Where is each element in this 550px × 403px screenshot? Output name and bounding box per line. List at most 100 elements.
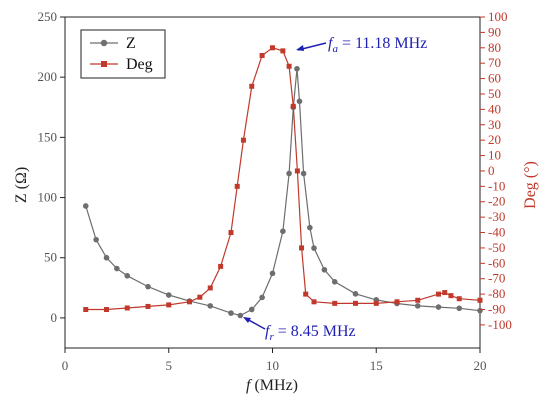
series-deg-point: [294, 168, 300, 174]
series-z-point: [352, 291, 359, 297]
series-z-point: [259, 294, 265, 301]
series-deg-point: [456, 296, 462, 302]
x-tick-label: 5: [166, 358, 173, 373]
legend-box: [80, 29, 166, 79]
y-tick-label: 100: [38, 190, 58, 205]
annotation-fr-sub: r: [269, 331, 274, 343]
annotation-fr-symbol: f: [265, 323, 272, 340]
y2-axis-title: Deg (°): [522, 161, 539, 209]
x-axis-title: f (MHz): [246, 377, 298, 394]
series-z-point: [294, 65, 300, 72]
series-z-point: [124, 272, 131, 279]
series-deg-point: [124, 305, 130, 311]
series-deg-point: [311, 299, 317, 305]
series-deg-point: [104, 307, 109, 313]
series-deg-point: [290, 103, 296, 109]
series-deg-point: [394, 299, 400, 305]
y-tick-label: 0: [51, 310, 58, 325]
series-z-point: [269, 270, 276, 277]
legend: Z Deg: [80, 29, 166, 79]
series-deg-point: [249, 83, 255, 89]
annotation-fr-arrowhead: [243, 317, 251, 323]
y2-tick-label: -100: [488, 317, 512, 332]
series-z-point: [307, 224, 313, 231]
series-deg-point: [442, 290, 448, 296]
legend-deg-marker: [101, 61, 107, 67]
y2-tick-label: 80: [488, 40, 501, 55]
series-deg-point: [270, 45, 275, 51]
annotation-fa-value: = 11.18 MHz: [338, 35, 427, 52]
y2-tick-label: -90: [488, 302, 505, 317]
y2-tick-label: 10: [488, 148, 501, 163]
annotation-fr-text: fr = 8.45 MHz: [265, 323, 356, 343]
series-deg-point: [303, 291, 309, 297]
x-axis-title-symbol: f: [246, 377, 253, 394]
series-deg-point: [259, 52, 265, 58]
series-z-point: [248, 306, 255, 313]
y2-tick-label: 0: [488, 163, 495, 178]
annotation-fa-arrowhead: [296, 45, 304, 51]
series-z-point: [165, 292, 172, 298]
legend-deg-label: Deg: [126, 56, 153, 73]
y2-tick-label: 70: [488, 55, 501, 70]
y2-tick-label: -80: [488, 286, 505, 301]
series-z-point: [435, 304, 442, 310]
series-deg-line: [85, 47, 481, 311]
y2-tick-label: -40: [488, 225, 505, 240]
x-tick-label: 15: [370, 358, 383, 373]
series-z-point: [296, 98, 303, 105]
y2-tick-label: -30: [488, 209, 505, 224]
series-z-point: [456, 305, 463, 312]
y-tick-label: 200: [38, 69, 58, 84]
ticks-layer: 0 5 10 15 20050100150200250-100-90-80-70-60-…: [38, 9, 512, 373]
y2-tick-label: -70: [488, 271, 505, 286]
x-tick-label: 0: [62, 358, 69, 373]
y2-tick-label: -50: [488, 240, 505, 255]
annotation-fa-symbol: f: [328, 35, 335, 52]
annotation-fr: fr = 8.45 MHz: [243, 317, 356, 343]
series-deg-point: [197, 294, 203, 300]
series-deg-point: [83, 307, 89, 313]
series-z-point: [207, 303, 214, 309]
series-z-point: [311, 245, 317, 251]
series-z-point: [228, 310, 234, 316]
y2-tick-label: 100: [488, 9, 508, 24]
y-tick-label: 50: [44, 250, 57, 265]
series-z-point: [414, 303, 421, 309]
series-z-point: [237, 312, 244, 319]
annotation-fr-value: = 8.45 MHz: [274, 323, 356, 340]
series-z-point: [103, 254, 110, 261]
x-axis-title-unit: (MHz): [250, 377, 298, 394]
series-z-point: [114, 265, 120, 272]
series-deg-point: [240, 137, 246, 143]
y2-tick-label: 40: [488, 101, 501, 116]
y2-tick-label: 50: [488, 86, 501, 101]
series-z-point: [300, 170, 307, 177]
annotation-fa-sub: a: [332, 43, 338, 55]
series-deg-point: [373, 300, 379, 306]
series-deg-point: [145, 303, 151, 309]
series-deg-point: [415, 297, 421, 303]
legend-z-label: Z: [126, 35, 136, 52]
series-deg-point: [332, 300, 338, 306]
series-deg-point: [286, 63, 292, 69]
series-z-point: [93, 236, 99, 243]
series-deg-point: [353, 300, 358, 306]
series-deg-point: [187, 299, 192, 305]
y2-tick-label: -60: [488, 255, 505, 270]
y2-tick-label: -10: [488, 178, 505, 193]
series-deg-point: [477, 297, 483, 303]
annotation-fa: fa = 11.18 MHz: [296, 35, 427, 55]
series-z-point: [286, 170, 292, 177]
series-deg-point: [234, 183, 240, 189]
y2-tick-label: -20: [488, 194, 505, 209]
series-deg-point: [166, 302, 172, 308]
series-z-point: [331, 279, 338, 285]
series-z-point: [280, 228, 286, 235]
series-deg-point: [207, 285, 213, 291]
y-tick-label: 150: [38, 129, 58, 144]
y2-tick-label: 30: [488, 117, 501, 132]
series-z-line: [85, 68, 481, 317]
y-tick-label: 250: [38, 9, 58, 24]
